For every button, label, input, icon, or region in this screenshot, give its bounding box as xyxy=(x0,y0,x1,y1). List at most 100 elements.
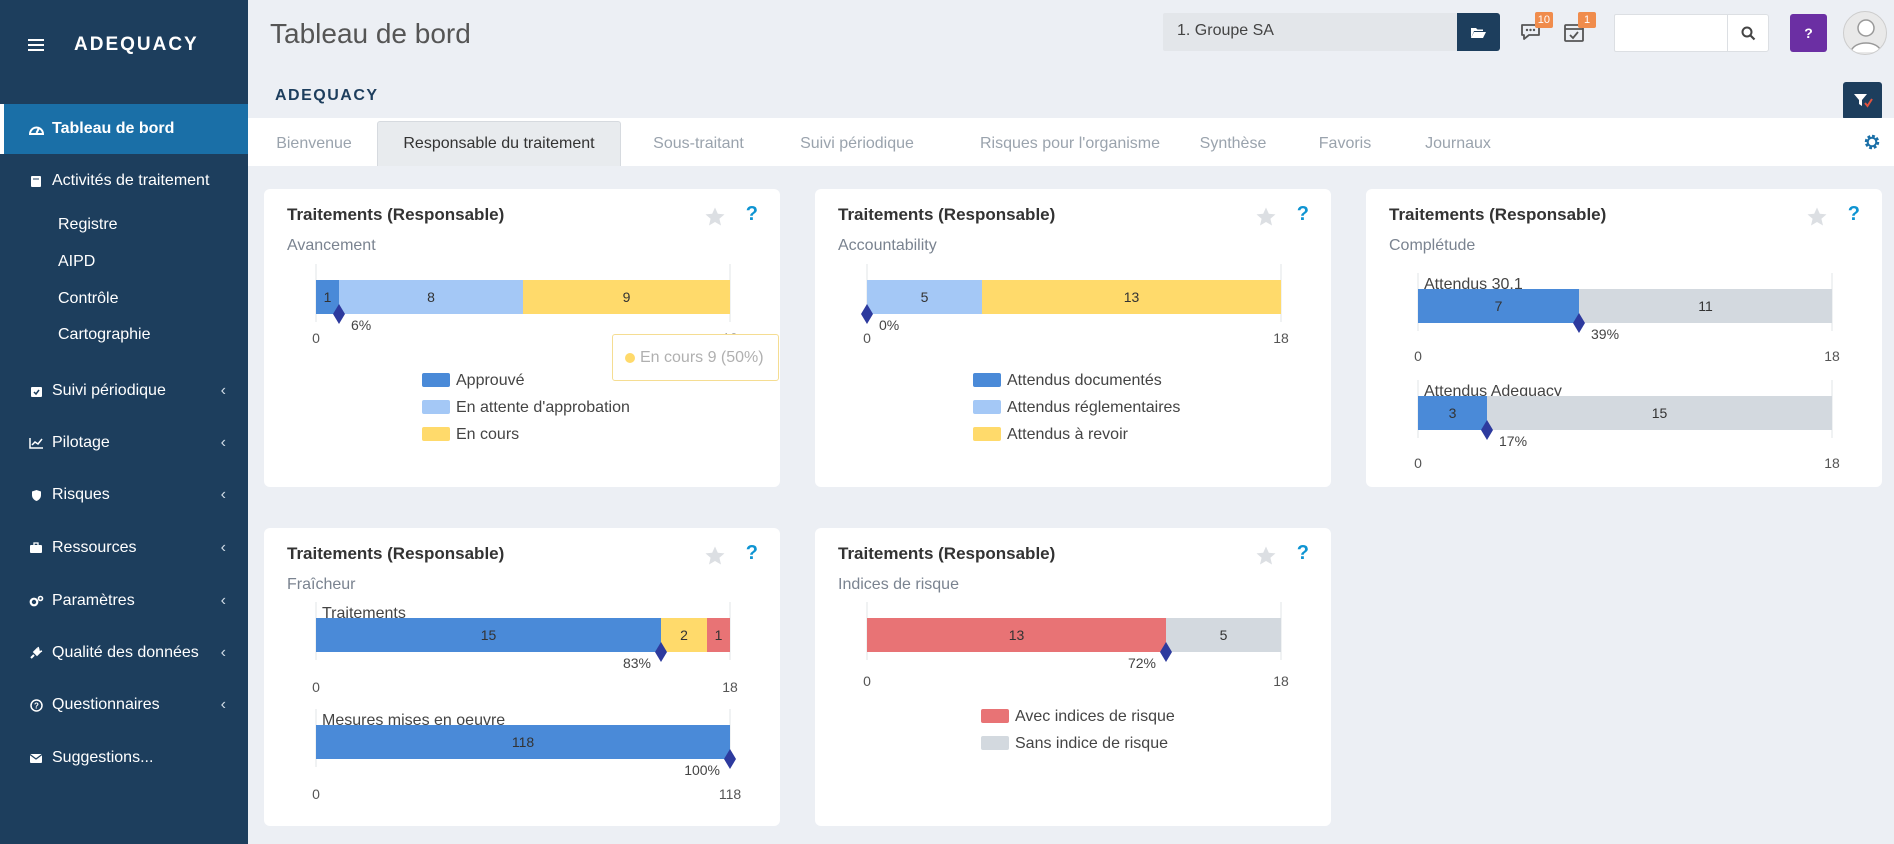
legend-swatch xyxy=(422,373,450,387)
widget-fraicheur: Traitements (Responsable) Fraîcheur ? Tr… xyxy=(264,528,780,826)
tasks-button[interactable]: 1 xyxy=(1562,12,1596,44)
segment-value-label: 1 xyxy=(324,289,332,305)
bar-segment xyxy=(1487,396,1832,430)
envelope-icon xyxy=(28,751,44,765)
segment-value-label: 13 xyxy=(1124,289,1140,305)
tab-responsable[interactable]: Responsable du traitement xyxy=(377,121,621,166)
help-question-icon[interactable]: ? xyxy=(1296,542,1309,564)
messages-badge: 10 xyxy=(1534,12,1553,28)
dashboard-icon xyxy=(28,122,44,136)
progress-marker xyxy=(1160,642,1172,662)
axis-tick-label: 0 xyxy=(1414,455,1422,471)
sidebar-item-label: Activités de traitement xyxy=(52,172,210,189)
sidebar-item-label: Ressources xyxy=(52,539,137,556)
tab-bienvenue[interactable]: Bienvenue xyxy=(276,134,352,152)
sidebar-item-label: Paramètres xyxy=(52,592,135,609)
widget-subtitle: Avancement xyxy=(287,237,376,254)
tab-favoris[interactable]: Favoris xyxy=(1318,134,1372,152)
sidebar-header: ADEQUACY xyxy=(0,0,248,90)
bar-label: Attendus Adequacy xyxy=(1424,383,1562,400)
tab-synthese[interactable]: Synthèse xyxy=(1199,134,1267,152)
bar-segment xyxy=(661,618,707,652)
bar-segment xyxy=(707,618,730,652)
sidebar-item-suivi-periodique[interactable]: Suivi périodique ‹ xyxy=(0,366,248,416)
sidebar-item-activites[interactable]: Activités de traitement xyxy=(0,156,248,206)
axis-tick-label: 118 xyxy=(719,786,742,802)
tab-journaux[interactable]: Journaux xyxy=(1425,134,1491,152)
group-select[interactable]: 1. Groupe SA xyxy=(1163,13,1457,51)
tasks-badge: 1 xyxy=(1578,12,1596,28)
legend-swatch xyxy=(973,400,1001,414)
axis-tick-label: 0 xyxy=(312,330,320,346)
svg-text:?: ? xyxy=(34,701,39,710)
user-avatar[interactable] xyxy=(1843,11,1887,55)
tab-suivi-periodique[interactable]: Suivi périodique xyxy=(800,134,914,152)
sidebar-subitem-registre[interactable]: Registre xyxy=(58,216,118,233)
axis-tick-label: 18 xyxy=(1273,330,1289,346)
favorite-star-icon[interactable] xyxy=(1806,206,1828,228)
calendar-check-icon xyxy=(28,384,44,398)
search-button[interactable] xyxy=(1727,14,1769,52)
favorite-star-icon[interactable] xyxy=(1255,545,1277,567)
sidebar-item-risques[interactable]: Risques ‹ xyxy=(0,470,248,520)
sidebar-item-ressources[interactable]: Ressources ‹ xyxy=(0,523,248,573)
shield-icon xyxy=(28,488,44,502)
open-folder-button[interactable] xyxy=(1457,13,1500,51)
sidebar-item-pilotage[interactable]: Pilotage ‹ xyxy=(0,418,248,468)
chevron-left-icon: ‹ xyxy=(220,486,226,503)
favorite-star-icon[interactable] xyxy=(704,545,726,567)
segment-value-label: 5 xyxy=(921,289,929,305)
axis-tick-label: 18 xyxy=(1824,348,1840,364)
help-question-icon[interactable]: ? xyxy=(1847,203,1860,225)
favorite-star-icon[interactable] xyxy=(1255,206,1277,228)
legend-swatch xyxy=(973,427,1001,441)
axis-tick-label: 18 xyxy=(1824,455,1840,471)
messages-button[interactable]: 10 xyxy=(1519,12,1553,44)
favorite-star-icon[interactable] xyxy=(704,206,726,228)
sidebar-item-label: Questionnaires xyxy=(52,696,160,713)
axis-tick-label: 0 xyxy=(312,786,320,802)
settings-gear-icon[interactable] xyxy=(1863,133,1881,151)
sidebar-subitem-aipd[interactable]: AIPD xyxy=(58,253,96,270)
axis-tick-label: 0 xyxy=(1414,348,1422,364)
sidebar-subitem-controle[interactable]: Contrôle xyxy=(58,290,119,307)
search-icon xyxy=(1741,26,1755,40)
sidebar-item-label: Tableau de bord xyxy=(52,120,175,137)
menu-toggle-icon[interactable] xyxy=(28,38,44,52)
briefcase-icon xyxy=(28,541,44,555)
sidebar-item-label: Risques xyxy=(52,486,110,503)
sidebar-subitem-cartographie[interactable]: Cartographie xyxy=(58,326,151,343)
sidebar-item-suggestions[interactable]: Suggestions... xyxy=(0,733,248,783)
filter-button[interactable] xyxy=(1843,82,1882,120)
folder-open-icon xyxy=(1471,27,1486,38)
segment-value-label: 3 xyxy=(1449,405,1457,421)
legend-label: Sans indice de risque xyxy=(1015,735,1168,752)
sidebar-item-tableau-de-bord[interactable]: Tableau de bord xyxy=(0,104,248,154)
bar-segment xyxy=(1418,396,1487,430)
segment-value-label: 15 xyxy=(481,627,497,643)
segment-value-label: 15 xyxy=(1652,405,1668,421)
help-question-icon[interactable]: ? xyxy=(745,203,758,225)
chart-accountability: 5 13 0% 0 18 Attendus documentés Attendus régl… xyxy=(861,264,1289,443)
help-question-icon[interactable]: ? xyxy=(745,542,758,564)
tab-risques-organisme[interactable]: Risques pour l'organisme xyxy=(979,134,1161,152)
sidebar-item-qualite[interactable]: Qualité des données ‹ xyxy=(0,628,248,678)
segment-value-label: 118 xyxy=(512,734,535,750)
bar-segment xyxy=(316,725,730,759)
help-question-icon[interactable]: ? xyxy=(1296,203,1309,225)
tab-sous-traitant[interactable]: Sous-traitant xyxy=(653,134,744,152)
help-button[interactable]: ? xyxy=(1790,14,1827,52)
sidebar-item-label: Qualité des données xyxy=(52,644,199,661)
progress-marker xyxy=(861,304,873,324)
progress-marker xyxy=(724,749,736,769)
marker-percent-label: 6% xyxy=(351,317,371,333)
progress-marker xyxy=(655,642,667,662)
plug-icon xyxy=(28,646,44,660)
sidebar-item-questionnaires[interactable]: ? Questionnaires ‹ xyxy=(0,680,248,730)
search-input[interactable] xyxy=(1614,14,1728,52)
sidebar-item-label: Suggestions... xyxy=(52,749,154,766)
legend-label: Avec indices de risque xyxy=(1015,708,1175,725)
widget-title: Traitements (Responsable) xyxy=(287,544,505,563)
sidebar-item-parametres[interactable]: Paramètres ‹ xyxy=(0,576,248,626)
